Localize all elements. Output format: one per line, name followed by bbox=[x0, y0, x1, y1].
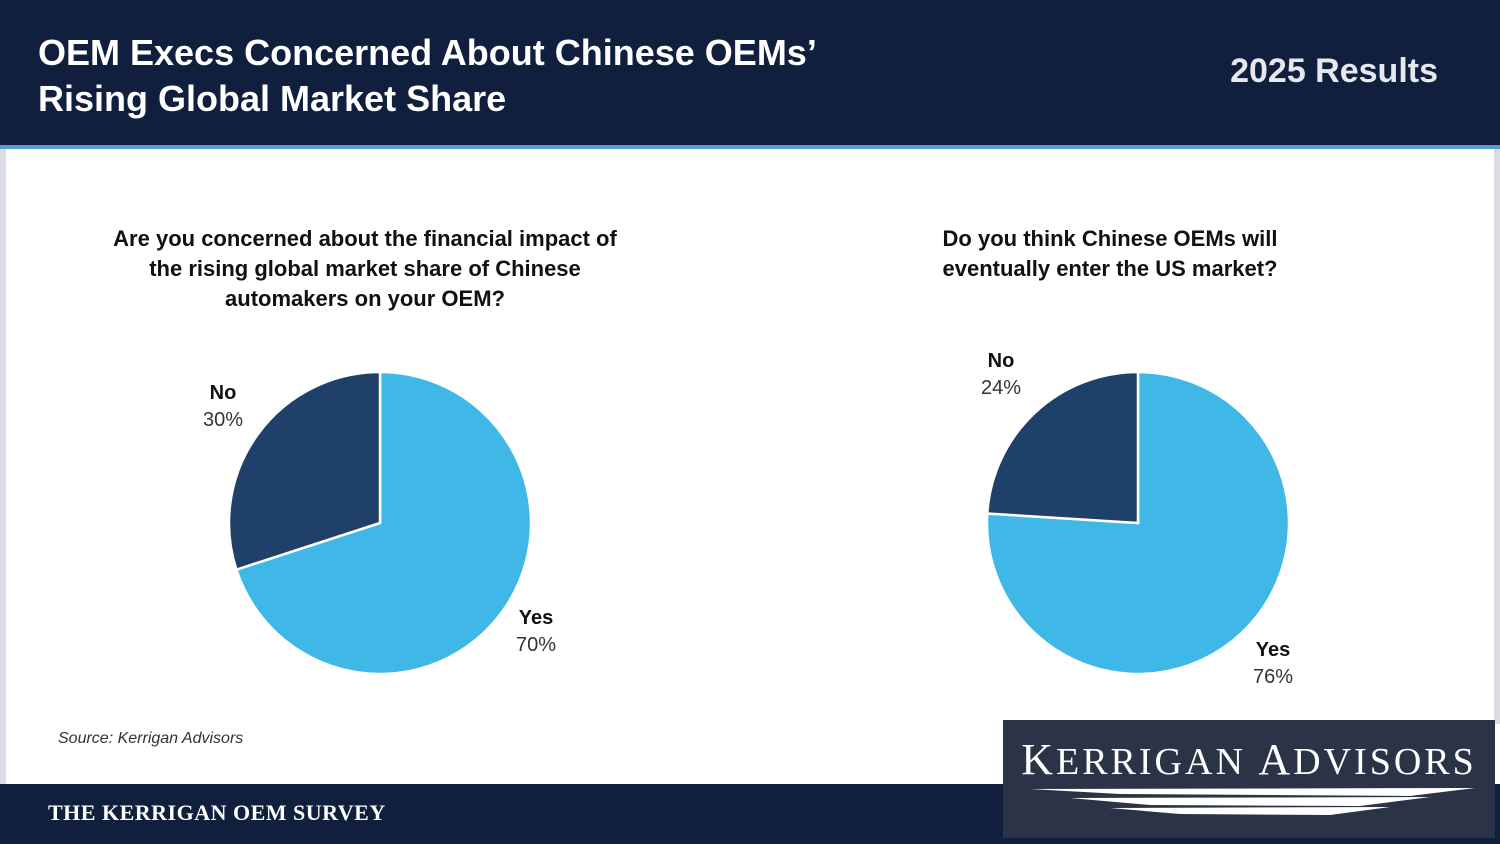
chart-1-value-yes: 70% bbox=[516, 634, 556, 656]
logo-wordmark: KERRIGAN ADVISORS bbox=[1021, 735, 1477, 784]
chart-1-question: Are you concerned about the financial im… bbox=[113, 226, 617, 311]
chart-2-slice-yes bbox=[985, 370, 1291, 676]
chart-1-slice-no bbox=[227, 370, 382, 572]
chart-2-slice-no bbox=[985, 370, 1140, 525]
chart-1-slice-yes bbox=[234, 370, 533, 676]
right-border bbox=[1494, 149, 1500, 724]
page-title: OEM Execs Concerned About Chinese OEMs’ … bbox=[38, 32, 817, 119]
survey-name: THE KERRIGAN OEM SURVEY bbox=[48, 800, 386, 825]
header-divider bbox=[0, 145, 1500, 149]
logo-swoosh-icon bbox=[1030, 788, 1475, 815]
chart-2-question: Do you think Chinese OEMs will eventuall… bbox=[942, 226, 1278, 281]
left-border bbox=[0, 149, 6, 784]
header-banner bbox=[0, 0, 1500, 145]
chart-2-label-yes: Yes bbox=[1256, 639, 1290, 661]
chart-1-value-no: 30% bbox=[203, 409, 243, 431]
chart-1-label-yes: Yes bbox=[519, 607, 553, 629]
chart-2-value-yes: 76% bbox=[1253, 666, 1293, 688]
company-logo bbox=[1003, 720, 1495, 838]
chart-2-value-no: 24% bbox=[981, 377, 1021, 399]
source-note: Source: Kerrigan Advisors bbox=[58, 730, 244, 747]
chart-1-label-no: No bbox=[210, 382, 237, 404]
chart-2-label-no: No bbox=[988, 350, 1015, 372]
results-year-label: 2025 Results bbox=[1230, 52, 1438, 90]
